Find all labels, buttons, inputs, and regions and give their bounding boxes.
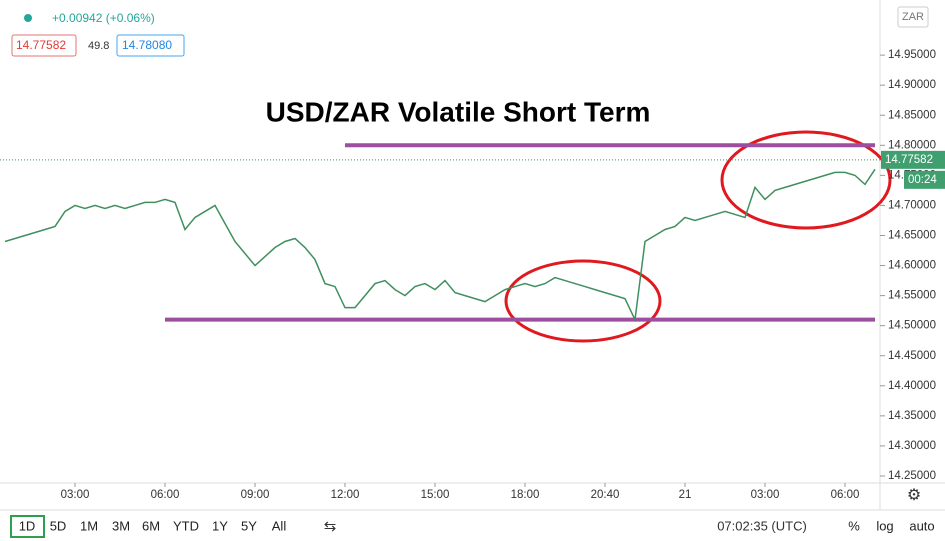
option-button[interactable]: log <box>876 518 893 533</box>
x-tick-label: 06:00 <box>151 489 180 501</box>
option-button[interactable]: auto <box>909 518 934 533</box>
currency-box <box>897 6 929 28</box>
ask: 14.78080 <box>122 38 172 52</box>
y-tick-label: 14.25000 <box>888 470 936 482</box>
clock: 07:02:35 (UTC) <box>717 518 807 533</box>
change: +0.00942 (+0.06%) <box>52 11 155 25</box>
x-tick-label: 03:00 <box>61 489 90 501</box>
highlight-ellipse <box>720 130 892 230</box>
bid: 14.77582 <box>16 38 66 52</box>
y-tick-label: 14.50000 <box>888 320 936 332</box>
last-price-box <box>881 150 945 169</box>
y-tick-label: 14.60000 <box>888 260 936 272</box>
option-button[interactable]: % <box>848 518 860 533</box>
range-button[interactable]: 5Y <box>241 518 257 533</box>
spread: 49.8 <box>88 40 109 52</box>
last-price-label: 14.77582 <box>885 154 933 166</box>
countdown-label: 00:24 <box>908 174 937 186</box>
x-tick-label: 15:00 <box>421 489 450 501</box>
x-tick-label: 20:40 <box>591 489 620 501</box>
range-button[interactable]: 6M <box>142 518 160 533</box>
range-button[interactable]: 3M <box>112 518 130 533</box>
y-tick-label: 14.95000 <box>888 49 936 61</box>
price-line <box>4 168 876 323</box>
bid-box <box>11 34 77 57</box>
y-tick-label: 14.80000 <box>888 139 936 151</box>
range-button[interactable]: 1D <box>19 518 36 533</box>
range-button[interactable]: All <box>272 518 287 533</box>
range-active <box>10 515 45 538</box>
range-button[interactable]: 5D <box>50 518 67 533</box>
x-tick-label: 21 <box>679 489 692 501</box>
y-tick-label: 14.45000 <box>888 350 936 362</box>
range-button[interactable]: YTD <box>173 518 199 533</box>
settings-icon[interactable]: ⚙ <box>907 487 921 504</box>
y-tick-label: 14.35000 <box>888 410 936 422</box>
y-tick-label: 14.90000 <box>888 79 936 91</box>
x-tick-label: 18:00 <box>511 489 540 501</box>
y-tick-label: 14.55000 <box>888 290 936 302</box>
chart-title: USD/ZAR Volatile Short Term <box>266 96 651 127</box>
countdown-box <box>904 170 945 189</box>
highlight-ellipse <box>504 259 662 343</box>
ask-box <box>116 34 185 57</box>
x-tick-label: 12:00 <box>331 489 360 501</box>
x-tick-label: 03:00 <box>751 489 780 501</box>
range-button[interactable]: 1M <box>80 518 98 533</box>
y-tick-label: 14.30000 <box>888 440 936 452</box>
x-tick-label: 06:00 <box>831 489 860 501</box>
y-tick-label: 14.40000 <box>888 380 936 392</box>
y-tick-label: 14.85000 <box>888 109 936 121</box>
y-tick-label: 14.65000 <box>888 230 936 242</box>
status-dot <box>24 14 32 22</box>
x-tick-label: 09:00 <box>241 489 270 501</box>
compare-icon[interactable]: ⇆ <box>324 518 337 535</box>
y-tick-label: 14.70000 <box>888 199 936 211</box>
range-button[interactable]: 1Y <box>212 518 228 533</box>
currency: ZAR <box>902 11 924 23</box>
